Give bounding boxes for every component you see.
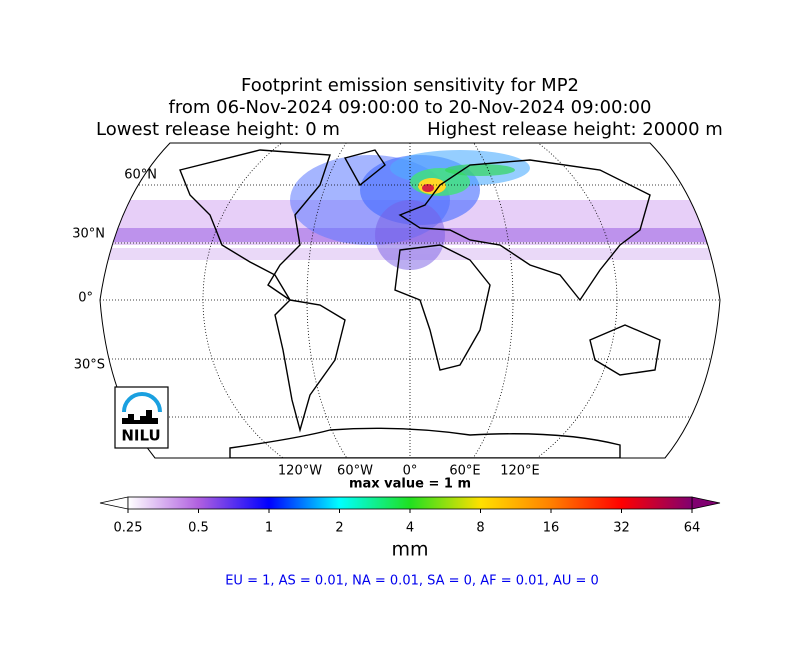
lon-label: 60°W xyxy=(337,464,373,479)
sensitivity-field xyxy=(100,150,720,270)
colorbar-tick-label: 8 xyxy=(476,521,484,536)
colorbar-extension xyxy=(99,496,129,510)
colorbar-tick-label: 16 xyxy=(543,521,560,536)
title-line: Footprint emission sensitivity for MP2 xyxy=(241,75,579,96)
map-frame xyxy=(99,142,721,459)
lat-label: 60°N xyxy=(124,168,157,183)
colorbar-tick-label: 64 xyxy=(684,521,701,536)
lat-label: 30°S xyxy=(74,358,105,373)
lat-label: 30°N xyxy=(72,227,105,242)
lat-label: 0° xyxy=(78,291,93,306)
region-summary: EU = 1, AS = 0.01, NA = 0.01, SA = 0, AF… xyxy=(225,574,599,589)
coastlines xyxy=(179,149,661,458)
title-line: Lowest release height: 0 m xyxy=(96,119,340,140)
lon-label: 120°E xyxy=(500,464,540,479)
colorbar-extension xyxy=(691,496,721,510)
lon-label: 120°W xyxy=(278,464,322,479)
map xyxy=(100,143,720,458)
colorbar-bar xyxy=(127,496,693,510)
colorbar-tick-label: 0.5 xyxy=(188,521,209,536)
colorbar-tick-label: 4 xyxy=(406,521,414,536)
max-value: max value = 1 m xyxy=(349,477,471,492)
title-line: Highest release height: 20000 m xyxy=(427,119,723,140)
colorbar-tick-label: 2 xyxy=(335,521,343,536)
colorbar-tick-label: 1 xyxy=(265,521,273,536)
colorbar-unit: mm xyxy=(391,539,428,561)
colorbar-tick-label: 32 xyxy=(613,521,630,536)
colorbar: 0.25 0.5 1 2 4 8 16 32 64 xyxy=(99,496,721,536)
logo-text: NILU xyxy=(121,427,160,445)
logo: NILU xyxy=(114,386,169,449)
colorbar-tick-label: 0.25 xyxy=(114,521,143,536)
title-line: from 06-Nov-2024 09:00:00 to 20-Nov-2024… xyxy=(169,97,652,118)
lon-label: 60°E xyxy=(449,464,480,479)
lon-label: 0° xyxy=(403,464,418,479)
graticule xyxy=(100,143,720,458)
